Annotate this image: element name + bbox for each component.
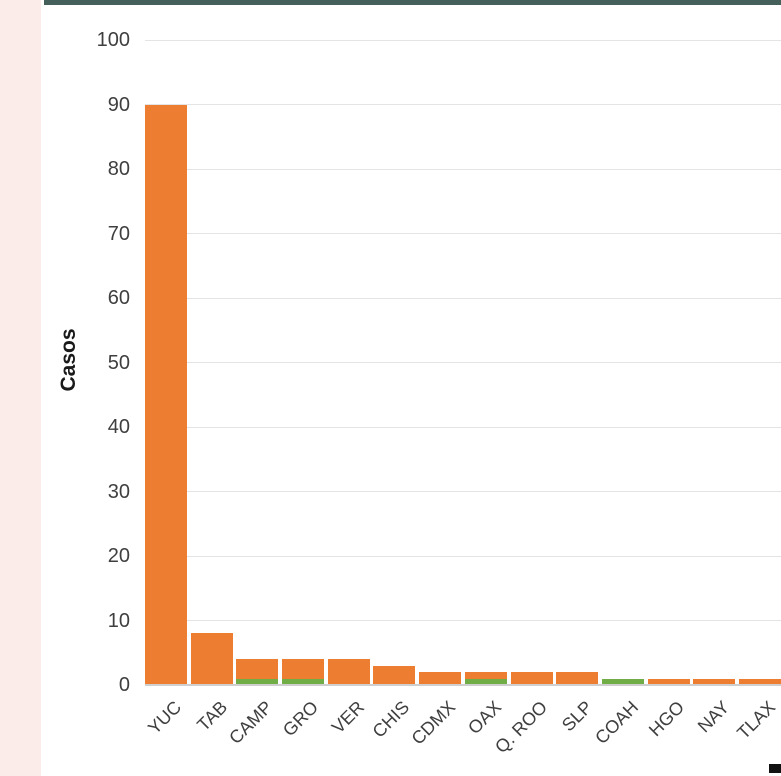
bar-ver-orange-series: [328, 659, 370, 685]
gridline-80: [145, 168, 781, 170]
gridline-60: [145, 297, 781, 299]
cropped-legend-fragment: [769, 764, 781, 773]
bar-qroo-orange-series: [511, 672, 553, 685]
gridline-40: [145, 426, 781, 428]
bar-yuc-orange-series: [145, 104, 187, 685]
y-tick-label-60: 60: [107, 287, 130, 309]
bar-oax-green-series: [465, 678, 507, 685]
y-axis-title: Casos: [57, 328, 80, 392]
bar-tlax-orange-series: [739, 678, 781, 685]
gridline-100: [145, 39, 781, 41]
bar-gro-orange-series: [282, 659, 324, 679]
gridline-10: [145, 620, 781, 621]
y-tick-label-90: 90: [107, 93, 130, 116]
bar-camp-green-series: [236, 678, 278, 685]
bar-gro-green-series: [282, 678, 324, 685]
y-tick-label-30: 30: [107, 480, 130, 503]
bar-tab-orange-series: [191, 633, 233, 685]
gridline-70: [145, 233, 781, 234]
bar-cdmx-orange-series: [419, 672, 461, 685]
y-tick-label-70: 70: [107, 222, 130, 245]
gridline-90: [145, 104, 781, 105]
y-tick-label-10: 10: [107, 609, 130, 632]
bar-nay-orange-series: [693, 678, 735, 685]
bar-oax-orange-series: [465, 672, 507, 679]
x-axis-baseline: [145, 684, 781, 686]
bar-chis-orange-series: [373, 665, 415, 685]
gridline-20: [145, 555, 781, 557]
y-tick-label-0: 0: [118, 674, 130, 696]
gridline-30: [145, 491, 781, 492]
bar-slp-orange-series: [556, 672, 598, 685]
bar-camp-orange-series: [236, 659, 278, 679]
bar-coah-green-series: [602, 678, 644, 685]
y-tick-label-80: 80: [107, 158, 130, 180]
bar-hgo-orange-series: [648, 678, 690, 685]
y-tick-label-40: 40: [107, 416, 130, 438]
top-teal-bar: [44, 0, 781, 5]
gridline-50: [145, 362, 781, 363]
y-tick-label-50: 50: [107, 351, 130, 374]
y-tick-label-20: 20: [107, 545, 130, 567]
y-tick-label-100: 100: [96, 29, 130, 51]
left-margin-strip: [0, 0, 41, 776]
